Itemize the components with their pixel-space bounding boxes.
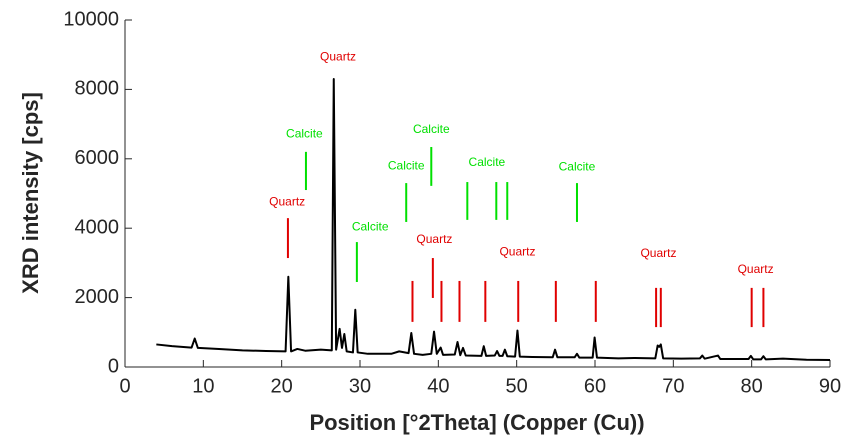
x-tick-label: 10 xyxy=(192,375,214,397)
x-tick-label: 60 xyxy=(584,375,606,397)
annotation: Calcite xyxy=(388,158,425,172)
annotation: Calcite xyxy=(469,155,506,169)
annotation: Quartz xyxy=(269,194,305,208)
x-tick-label: 20 xyxy=(271,375,293,397)
y-tick-label: 8000 xyxy=(75,78,120,100)
x-tick-label: 70 xyxy=(662,375,684,397)
y-tick-label: 0 xyxy=(108,355,119,377)
annotation: Quartz xyxy=(499,244,535,258)
y-tick-label: 4000 xyxy=(75,216,120,238)
annotation: Calcite xyxy=(559,159,596,173)
x-tick-label: 0 xyxy=(119,375,130,397)
x-tick-label: 50 xyxy=(506,375,528,397)
annotation: Quartz xyxy=(640,246,676,260)
y-tick-label: 10000 xyxy=(63,8,119,30)
x-tick-label: 80 xyxy=(741,375,763,397)
annotation: Quartz xyxy=(320,49,356,63)
y-tick-label: 2000 xyxy=(75,286,120,308)
y-axis-label: XRD intensity [cps] xyxy=(18,92,43,294)
annotation: Quartz xyxy=(416,232,452,246)
x-tick-label: 30 xyxy=(349,375,371,397)
x-tick-label: 40 xyxy=(427,375,449,397)
annotation: Calcite xyxy=(352,219,389,233)
x-axis-label: Position [°2Theta] (Copper (Cu)) xyxy=(309,410,644,435)
data-line xyxy=(156,77,831,362)
annotation: Calcite xyxy=(413,122,450,136)
annotation: Calcite xyxy=(286,126,323,140)
x-tick-label: 90 xyxy=(819,375,841,397)
y-tick-label: 6000 xyxy=(75,147,120,169)
annotation: Quartz xyxy=(738,262,774,276)
